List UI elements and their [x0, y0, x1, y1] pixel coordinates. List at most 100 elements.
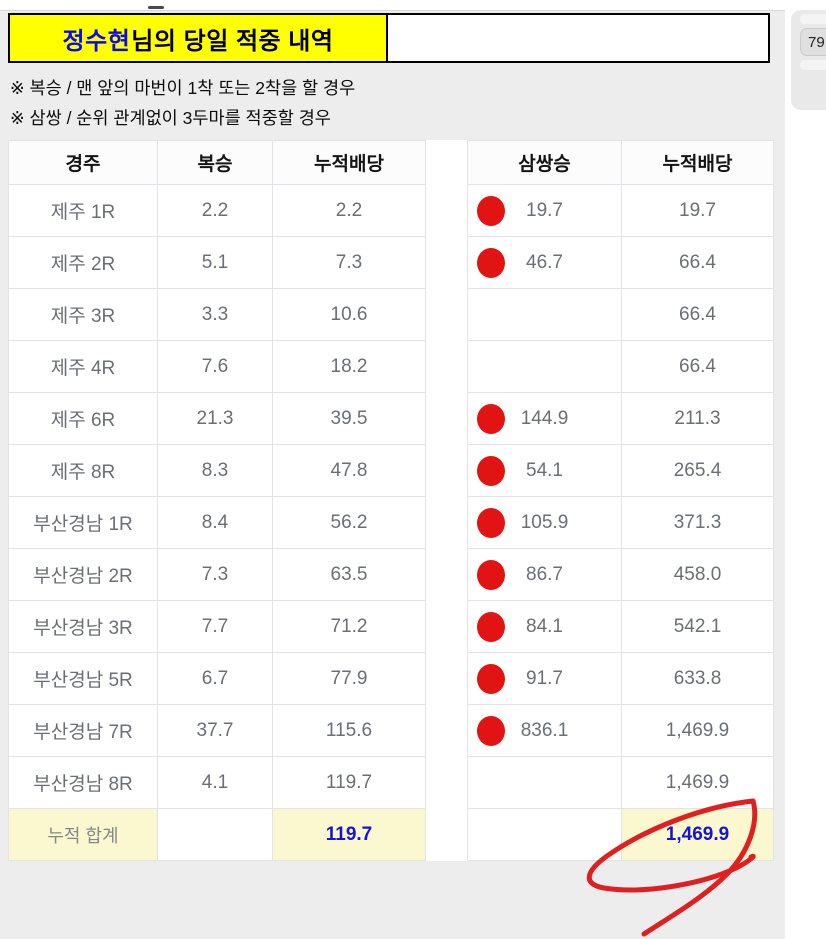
odds-cell: 5.1: [157, 236, 273, 289]
cumulative-cell: 1,469.9: [621, 704, 774, 757]
page-button-partial-bottom[interactable]: [800, 60, 826, 70]
table-row: 46.7 66.4: [467, 236, 774, 289]
table-header-row: 삼쌍승 누적배당: [467, 140, 774, 185]
table-header-row: 경주 복승 누적배당: [8, 140, 426, 185]
title-box: 정수현 님의 당일 적중 내역: [8, 13, 770, 63]
race-cell: 부산경남 8R: [8, 756, 158, 809]
cumulative-cell: 458.0: [621, 548, 774, 601]
table-row: 부산경남 7R 37.7 115.6: [8, 704, 426, 757]
note-trio-rule: ※ 삼쌍 / 순위 관계없이 3두마를 적중할 경우: [10, 108, 331, 128]
trio-odds-value: 144.9: [520, 407, 569, 429]
table-row: 105.9 371.3: [467, 496, 774, 549]
table-row: 1,469.9: [467, 756, 774, 809]
table-row: 제주 4R 7.6 18.2: [8, 340, 426, 393]
odds-cell: 8.4: [157, 496, 273, 549]
table-row: 제주 8R 8.3 47.8: [8, 444, 426, 497]
table-row: 부산경남 8R 4.1 119.7: [8, 756, 426, 809]
cumulative-cell: 47.8: [272, 444, 426, 497]
table-row: 부산경남 5R 6.7 77.9: [8, 652, 426, 705]
table-row: 66.4: [467, 288, 774, 341]
pagination-panel: 79: [791, 10, 826, 110]
red-dot-icon: [477, 195, 505, 226]
table-gap: [426, 140, 467, 861]
table-row: 제주 2R 5.1 7.3: [8, 236, 426, 289]
race-cell: 부산경남 7R: [8, 704, 158, 757]
triple-total-value: 1,469.9: [621, 808, 774, 861]
table-row: 부산경남 1R 8.4 56.2: [8, 496, 426, 549]
trio-odds-cell: [467, 756, 622, 809]
red-dot-icon: [477, 663, 505, 694]
race-cell: 부산경남 5R: [8, 652, 158, 705]
red-dot-icon: [477, 455, 505, 486]
trio-odds-cell: [467, 288, 622, 341]
odds-cell: 2.2: [157, 184, 273, 237]
right-rail: 79: [785, 0, 826, 939]
top-cutoff-strip: [0, 0, 826, 11]
trio-odds-value: 836.1: [520, 719, 569, 741]
table-row: 제주 3R 3.3 10.6: [8, 288, 426, 341]
table-row: 144.9 211.3: [467, 392, 774, 445]
cumulative-cell: 7.3: [272, 236, 426, 289]
race-cell: 제주 8R: [8, 444, 158, 497]
odds-cell: 6.7: [157, 652, 273, 705]
race-cell: 제주 3R: [8, 288, 158, 341]
total-empty-cell: [467, 808, 622, 861]
odds-cell: 4.1: [157, 756, 273, 809]
table-row: 86.7 458.0: [467, 548, 774, 601]
race-cell: 제주 2R: [8, 236, 158, 289]
trio-odds-cell: 86.7: [467, 548, 622, 601]
cumulative-cell: 371.3: [621, 496, 774, 549]
race-cell: 제주 1R: [8, 184, 158, 237]
cumulative-cell: 63.5: [272, 548, 426, 601]
total-row: 1,469.9: [467, 808, 774, 861]
trio-odds-value: 91.7: [526, 667, 563, 689]
trio-odds-cell: 54.1: [467, 444, 622, 497]
table-row: 부산경남 3R 7.7 71.2: [8, 600, 426, 653]
table-row: 19.7 19.7: [467, 184, 774, 237]
rule-notes: ※ 복승 / 맨 앞의 마번이 1착 또는 2착을 할 경우 ※ 삼쌍 / 순위…: [10, 73, 355, 133]
cumulative-cell: 115.6: [272, 704, 426, 757]
cumulative-cell: 71.2: [272, 600, 426, 653]
trio-odds-cell: 144.9: [467, 392, 622, 445]
cumulative-cell: 1,469.9: [621, 756, 774, 809]
title-blank-field: [388, 15, 768, 61]
race-cell: 부산경남 3R: [8, 600, 158, 653]
cumulative-cell: 633.8: [621, 652, 774, 705]
page-button-79[interactable]: 79: [800, 28, 826, 56]
odds-cell: 37.7: [157, 704, 273, 757]
trio-odds-cell: 836.1: [467, 704, 622, 757]
col-header-cumulative: 누적배당: [272, 140, 426, 185]
table-row: 부산경남 2R 7.3 63.5: [8, 548, 426, 601]
odds-cell: 7.3: [157, 548, 273, 601]
odds-cell: 3.3: [157, 288, 273, 341]
total-empty-cell: [157, 808, 273, 861]
trio-table: 삼쌍승 누적배당 19.7 19.7 46.7 66.4 66.4 66.4 144.9 21…: [467, 140, 774, 861]
page-title: 정수현 님의 당일 적중 내역: [10, 15, 388, 61]
race-cell: 부산경남 1R: [8, 496, 158, 549]
cumulative-cell: 542.1: [621, 600, 774, 653]
trio-odds-cell: 105.9: [467, 496, 622, 549]
total-label: 누적 합계: [8, 808, 158, 861]
trio-odds-value: 54.1: [526, 459, 563, 481]
table-row: 54.1 265.4: [467, 444, 774, 497]
cutoff-text-fragment: [148, 6, 164, 9]
red-dot-icon: [477, 247, 505, 278]
trio-odds-cell: 19.7: [467, 184, 622, 237]
race-cell: 부산경남 2R: [8, 548, 158, 601]
page-button-partial-top[interactable]: [800, 14, 826, 24]
table-row: 66.4: [467, 340, 774, 393]
trio-odds-value: 86.7: [526, 563, 563, 585]
trio-odds-cell: 84.1: [467, 600, 622, 653]
cumulative-cell: 66.4: [621, 340, 774, 393]
odds-cell: 21.3: [157, 392, 273, 445]
col-header-trio: 삼쌍승: [467, 140, 622, 185]
cumulative-cell: 119.7: [272, 756, 426, 809]
total-row: 누적 합계 119.7: [8, 808, 426, 861]
table-row: 제주 1R 2.2 2.2: [8, 184, 426, 237]
table-row: 91.7 633.8: [467, 652, 774, 705]
cumulative-cell: 10.6: [272, 288, 426, 341]
cumulative-cell: 39.5: [272, 392, 426, 445]
results-tables: 경주 복승 누적배당 제주 1R 2.2 2.2 제주 2R 5.1 7.3 제주 3R 3.…: [8, 140, 774, 861]
red-dot-icon: [477, 403, 505, 434]
quinella-table: 경주 복승 누적배당 제주 1R 2.2 2.2 제주 2R 5.1 7.3 제주 3R 3.…: [8, 140, 426, 861]
